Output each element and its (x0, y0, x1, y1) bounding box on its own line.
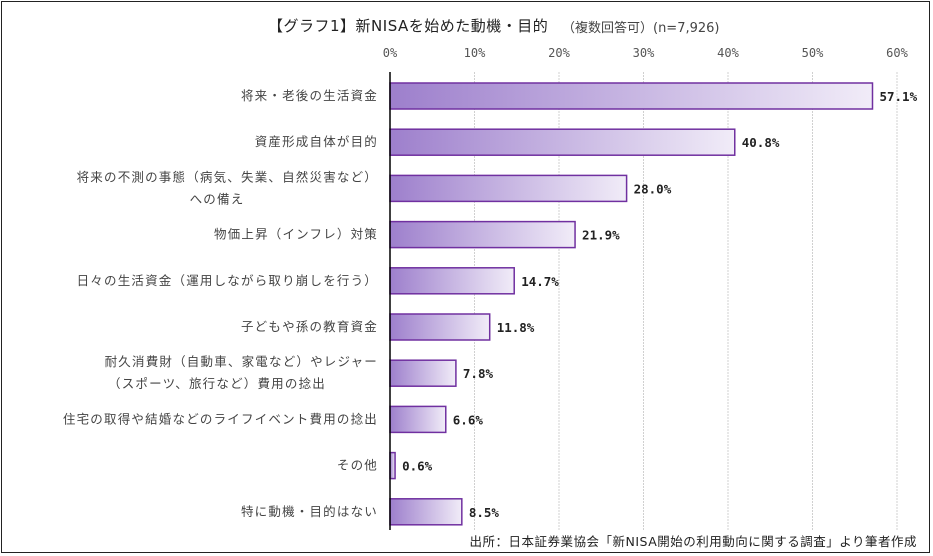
value-label: 7.8% (463, 366, 494, 381)
x-tick-label: 60% (886, 46, 908, 60)
category-label: 将来の不測の事態（病気、失業、自然災害など） (77, 169, 378, 184)
bar (389, 267, 515, 295)
category-label: 特に動機・目的はない (241, 504, 378, 519)
category-label: への備え (190, 191, 245, 206)
category-label: （スポーツ、旅行など）費用の捻出 (108, 376, 326, 391)
bar (389, 313, 491, 341)
category-label: 日々の生活資金（運用しながら取り崩しを行う） (77, 273, 378, 288)
x-tick-label: 50% (802, 46, 824, 60)
value-label: 28.0% (634, 181, 672, 196)
category-label: 子どもや孫の教育資金 (241, 319, 378, 334)
value-label: 57.1% (879, 89, 917, 104)
value-label: 14.7% (521, 274, 559, 289)
x-axis-ticks: 0% 10% 20% 30% 40% 50% 60% (383, 46, 909, 60)
bar (389, 128, 736, 156)
source-note: 出所：日本証券業協会「新NISA開始の利用動向に関する調査」より筆者作成 (469, 534, 917, 549)
bar (389, 498, 463, 526)
value-label: 40.8% (742, 135, 780, 150)
category-label: その他 (337, 458, 378, 473)
value-label: 0.6% (402, 459, 433, 474)
value-label: 21.9% (582, 228, 620, 243)
bar (389, 451, 396, 480)
chart-title: 【グラフ1】新NISAを始めた動機・目的 (268, 17, 549, 35)
category-label: 将来・老後の生活資金 (241, 88, 378, 103)
bar (389, 174, 628, 203)
value-label: 6.6% (453, 412, 484, 427)
category-labels: 将来・老後の生活資金資産形成自体が目的将来の不測の事態（病気、失業、自然災害など… (63, 88, 378, 519)
category-label: 住宅の取得や結婚などのライフイベント費用の捻出 (63, 411, 378, 426)
category-label: 耐久消費財（自動車、家電など）やレジャー (105, 354, 378, 369)
bars (389, 82, 874, 526)
bar (389, 82, 874, 110)
bar (389, 359, 457, 387)
chart-subtitle: （複数回答可）(n=7,926) (562, 21, 720, 36)
value-label: 11.8% (497, 320, 535, 335)
bar (389, 220, 576, 249)
x-tick-label: 10% (464, 46, 486, 60)
x-tick-label: 40% (717, 46, 739, 60)
category-label: 物価上昇（インフレ）対策 (214, 227, 378, 242)
x-tick-label: 30% (633, 46, 655, 60)
value-labels: 57.1% 40.8% 28.0% 21.9% 14.7% 11.8% 7.8% 6.6% 0.… (402, 89, 918, 520)
x-tick-label: 20% (548, 46, 570, 60)
category-label: 資産形成自体が目的 (255, 134, 378, 149)
x-tick-label: 0% (383, 46, 398, 60)
bar (389, 405, 447, 434)
value-label: 8.5% (469, 505, 500, 520)
